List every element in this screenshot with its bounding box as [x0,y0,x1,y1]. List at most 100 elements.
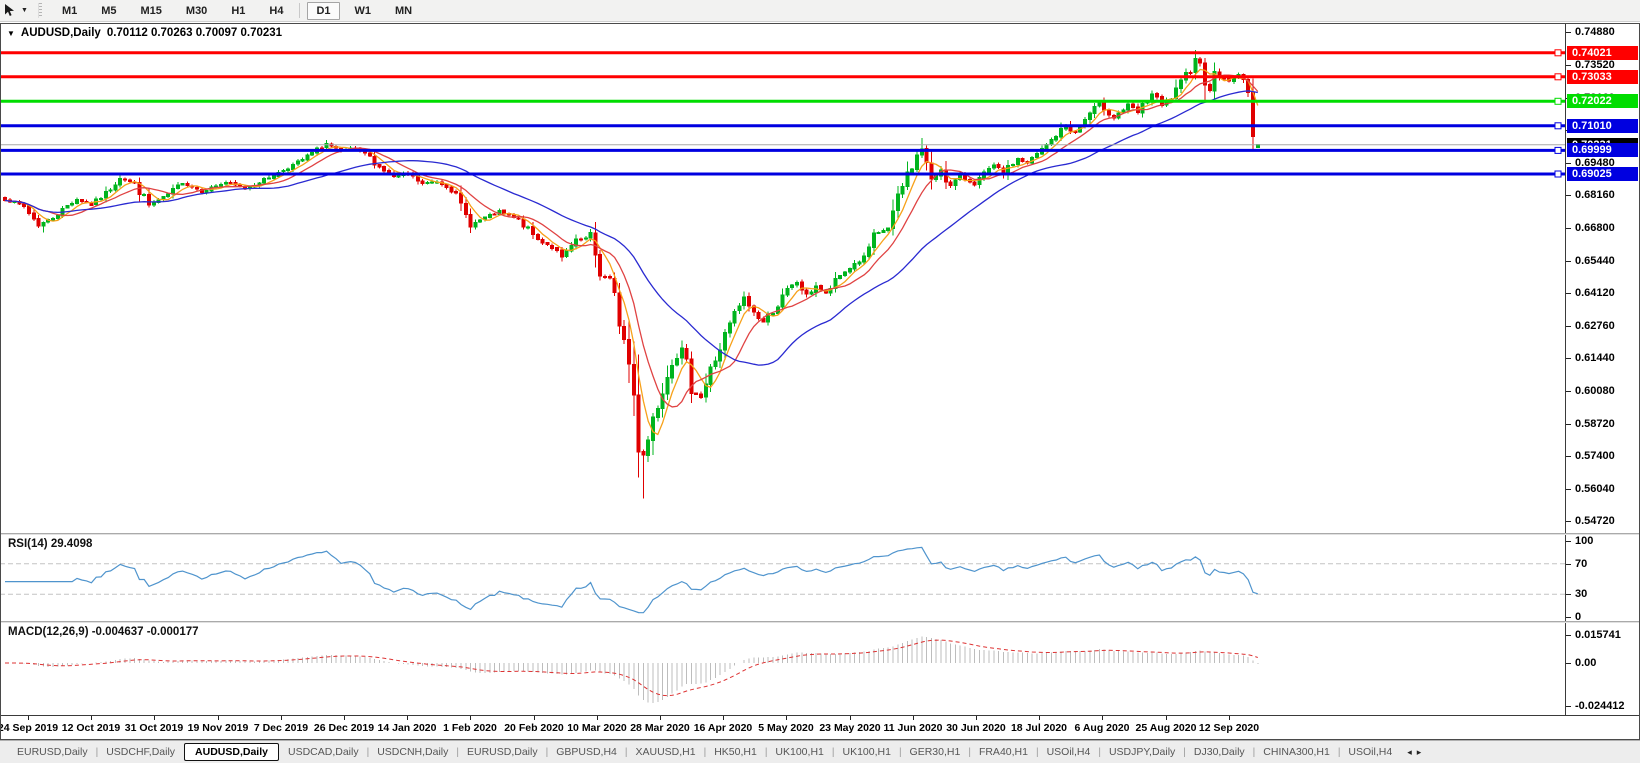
tab-separator: | [1035,746,1039,758]
axis-tick-label: 0.62760 [1575,320,1615,332]
tab-separator: | [366,746,370,758]
macd-signal-line [5,639,1258,697]
chart-tab-12[interactable]: FRA40,H1 [978,746,1028,758]
horizontal-level-line[interactable] [0,73,1565,81]
tab-separator: | [968,746,971,758]
axis-tick-label: 0.00 [1575,657,1597,669]
date-label: 18 Jul 2020 [1010,722,1068,734]
symbol-collapse-icon[interactable]: ▼ [7,28,15,38]
date-label: 31 Oct 2019 [124,722,184,734]
chart-tab-6[interactable]: GBPUSD,H4 [556,746,617,758]
tab-separator: | [1337,746,1341,758]
price-axis[interactable]: 0.748800.735200.721600.708400.694800.681… [1565,24,1640,715]
tabs-scroll-right-icon[interactable]: ▸ [1416,746,1422,757]
time-axis[interactable]: 24 Sep 2019 12 Oct 2019 31 Oct 2019 19 Nov … [0,715,1640,739]
chart-tab-3[interactable]: USDCAD,Daily [287,746,359,758]
tab-separator: | [764,746,768,758]
candlesticks [3,50,1260,499]
macd-indicator-label: MACD(12,26,9) -0.004637 -0.000177 [8,626,199,638]
horizontal-level-line[interactable] [0,170,1565,178]
chart-tab-17[interactable]: USOil,H4 [1348,746,1393,758]
timeframe-button-m30[interactable]: M30 [177,2,216,20]
axis-tick-label: 30 [1575,588,1588,600]
axis-tick-label: 0.65440 [1575,255,1615,267]
date-label: 26 Dec 2019 [313,722,375,734]
date-label: 20 Feb 2020 [504,722,564,734]
axis-tick-label: 0.64120 [1575,287,1615,299]
chart-tab-5[interactable]: EURUSD,Daily [466,746,538,758]
date-label: 7 Dec 2019 [253,722,309,734]
axis-tick-label: 0.68160 [1575,189,1615,201]
level-price-label: 0.74021 [1567,46,1638,60]
chart-tab-0[interactable]: EURUSD,Daily [17,746,88,758]
chart-tab-14[interactable]: USDJPY,Daily [1108,746,1176,758]
chart-tab-7[interactable]: XAUUSD,H1 [635,746,696,758]
horizontal-level-line[interactable] [0,97,1565,105]
chart-tab-11[interactable]: GER30,H1 [909,746,961,758]
timeframe-button-w1[interactable]: W1 [346,2,381,20]
chart-tab-13[interactable]: USOil,H4 [1046,746,1091,758]
timeframe-button-mn[interactable]: MN [386,2,421,20]
tab-separator: | [1098,746,1101,758]
chart-title: ▼ AUDUSD,Daily 0.70112 0.70263 0.70097 0… [7,27,282,39]
tab-separator: | [95,746,99,758]
chart-tab-8[interactable]: HK50,H1 [714,746,757,758]
date-label: 1 Feb 2020 [443,722,497,734]
date-label: 30 Jun 2020 [946,722,1006,734]
chart-tab-15[interactable]: DJ30,Daily [1193,746,1245,758]
date-label: 5 May 2020 [758,722,814,734]
axis-tick-label: 0.60080 [1575,385,1615,397]
ma-slow-line [4,90,1258,366]
tab-separator: | [703,746,707,758]
axis-tick-label: 0.015741 [1575,629,1621,641]
date-label: 10 Mar 2020 [567,722,627,734]
tab-separator: | [831,746,835,758]
rsi-indicator-label: RSI(14) 29.4098 [8,538,93,550]
symbol-name: AUDUSD,Daily [20,27,101,39]
toolbar-dropdown-icon[interactable]: ▼ [21,7,28,14]
cursor-tool-icon[interactable] [2,3,16,18]
horizontal-level-line[interactable] [0,122,1565,130]
timeframe-button-m15[interactable]: M15 [132,2,171,20]
chart-tab-10[interactable]: UK100,H1 [842,746,891,758]
chart-tab-1[interactable]: USDCHF,Daily [106,746,176,758]
date-label: 28 Mar 2020 [630,722,690,734]
rsi-panel-canvas[interactable] [0,535,1565,621]
tab-separator: | [456,746,459,758]
ma-medium-line [4,74,1259,408]
timeframe-button-h4[interactable]: H4 [260,2,292,20]
toolbar-tool-group: ▼ [0,3,32,18]
date-label: 24 Sep 2019 [0,722,59,734]
tab-separator: | [898,746,902,758]
toolbar-grip-handle[interactable] [37,3,42,18]
tabs-scroll-left-icon[interactable]: ◂ [1407,746,1412,757]
chart-tab-2[interactable]: AUDUSD,Daily [184,743,279,761]
tab-separator: | [545,746,549,758]
date-label: 12 Sep 2020 [1198,722,1260,734]
axis-tick-label: 0.69480 [1575,157,1615,169]
panel-separator-macd[interactable] [0,621,1640,623]
chart-tab-16[interactable]: CHINA300,H1 [1263,746,1330,758]
horizontal-level-line[interactable] [0,146,1565,154]
ma-fast-line [4,68,1259,436]
price-chart-canvas[interactable] [0,24,1565,533]
horizontal-level-line[interactable] [0,49,1565,57]
level-price-label: 0.69025 [1567,167,1638,181]
chart-tabs: EURUSD,Daily | USDCHF,Daily AUDUSD,Daily USD… [10,743,1399,761]
timeframe-button-h1[interactable]: H1 [222,2,254,20]
axis-tick-label: 0.61440 [1575,352,1615,364]
tab-separator: | [1183,746,1186,758]
axis-tick-label: 100 [1575,535,1594,547]
macd-panel-canvas[interactable] [0,623,1565,715]
axis-tick-label: 0.56040 [1575,483,1615,495]
tab-separator: | [624,746,628,758]
chart-tab-4[interactable]: USDCNH,Daily [377,746,449,758]
panel-separator-rsi[interactable] [0,533,1640,535]
chart-tab-9[interactable]: UK100,H1 [775,746,824,758]
timeframe-button-d1[interactable]: D1 [307,1,340,20]
timeframe-button-m1[interactable]: M1 [53,2,86,20]
level-price-label: 0.73033 [1567,70,1638,84]
timeframe-button-m5[interactable]: M5 [92,2,125,20]
date-label: 23 May 2020 [819,722,881,734]
